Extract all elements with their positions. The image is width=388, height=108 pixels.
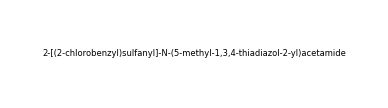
Text: 2-[(2-chlorobenzyl)sulfanyl]-N-(5-methyl-1,3,4-thiadiazol-2-yl)acetamide: 2-[(2-chlorobenzyl)sulfanyl]-N-(5-methyl… <box>42 49 346 59</box>
